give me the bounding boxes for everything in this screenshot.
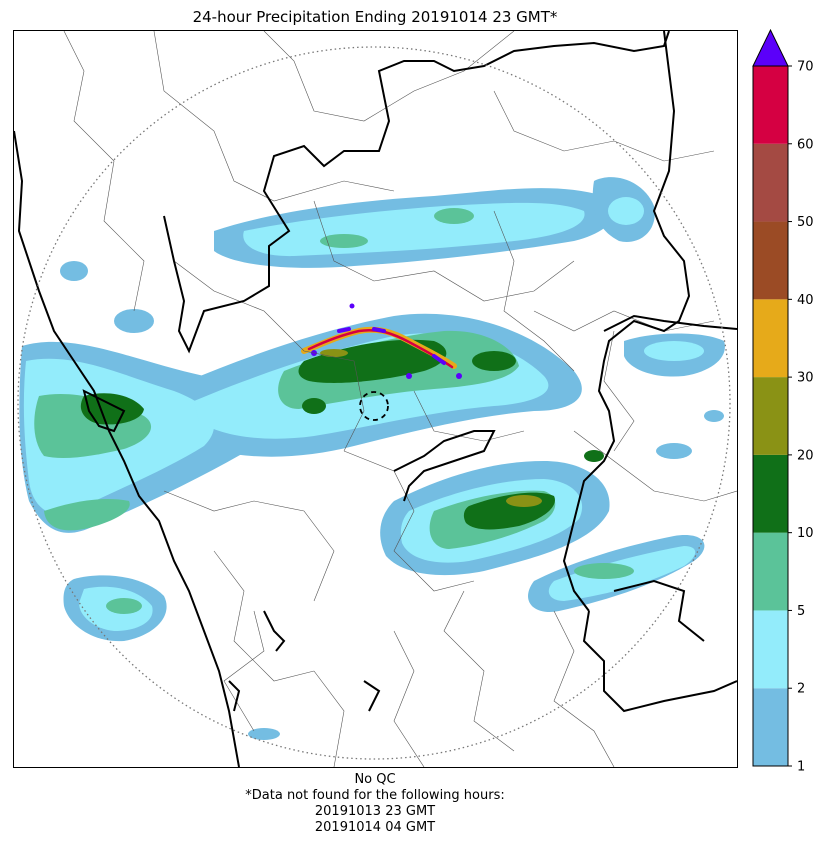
precip-patch: [644, 341, 704, 361]
colorbar-overflow-triangle: [753, 30, 788, 66]
colorbar-tick-label: 1: [797, 760, 805, 774]
state-border-southeast: [584, 611, 737, 711]
precip-extreme-cell: [350, 304, 355, 309]
colorbar-level-2-5: [753, 610, 788, 688]
precip-field: [19, 177, 725, 740]
state-enclave-south: [264, 611, 284, 651]
colorbar-tick-label: 5: [797, 604, 805, 619]
precip-intense-se: [506, 495, 542, 507]
colorbar-tick-label: 20: [797, 448, 814, 463]
precip-core-sw: [106, 598, 142, 614]
colorbar-tick-label: 30: [797, 371, 814, 386]
colorbar: 1 2 5 10 20 30 40 50 60 70: [740, 28, 825, 773]
colorbar-level-30-40: [753, 299, 788, 377]
precip-extreme-cell: [406, 373, 412, 379]
precip-core-north: [434, 208, 474, 224]
missing-hour: 20191013 23 GMT: [0, 804, 750, 820]
precip-patch: [704, 410, 724, 422]
precip-area-north-cyan: [243, 203, 584, 256]
state-enclave-sw: [229, 681, 239, 711]
precip-intense-central: [320, 349, 348, 357]
precip-extreme-cell: [456, 373, 462, 379]
precip-heavy-small: [302, 398, 326, 414]
colorbar-tick-label: 2: [797, 682, 805, 697]
footer: No QC *Data not found for the following …: [0, 772, 750, 836]
colorbar-level-60-70: [753, 66, 788, 144]
precip-patch: [114, 309, 154, 333]
colorbar-tick-label: 70: [797, 60, 814, 75]
colorbar-tick-label: 50: [797, 215, 814, 230]
colorbar-level-40-50: [753, 222, 788, 300]
map-title: 24-hour Precipitation Ending 20191014 23…: [0, 7, 750, 27]
precip-heavy-east: [472, 351, 516, 371]
missing-hour: 20191014 04 GMT: [0, 820, 750, 836]
colorbar-level-50-60: [753, 144, 788, 222]
precip-patch: [608, 197, 644, 225]
precip-heavy-small: [584, 450, 604, 462]
colorbar-level-20-30: [753, 377, 788, 455]
colorbar-level-5-10: [753, 533, 788, 611]
colorbar-svg: 1 2 5 10 20 30 40 50 60 70: [740, 28, 825, 773]
missing-data-note: *Data not found for the following hours:: [0, 788, 750, 804]
colorbar-level-1-2: [753, 688, 788, 766]
colorbar-tick-label: 10: [797, 526, 814, 541]
map-canvas: [14, 31, 737, 767]
qc-label: No QC: [0, 772, 750, 788]
state-enclave-south-2: [364, 681, 379, 711]
colorbar-tick-label: 40: [797, 293, 814, 308]
radar-map: [13, 30, 738, 768]
precip-patch: [60, 261, 88, 281]
precip-patch: [248, 728, 280, 740]
colorbar-tick-label: 60: [797, 137, 814, 152]
precip-core-east: [574, 563, 634, 579]
colorbar-level-10-20: [753, 455, 788, 533]
precip-patch: [656, 443, 692, 459]
